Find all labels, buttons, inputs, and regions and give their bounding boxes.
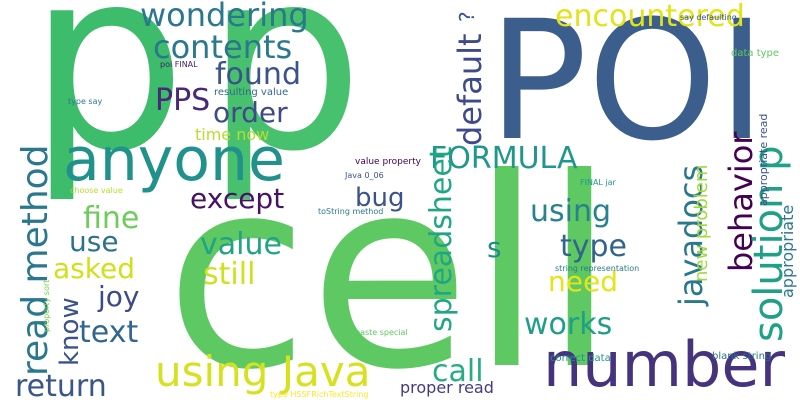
word: value property	[355, 157, 422, 167]
word: joy	[97, 280, 139, 313]
word: solution p	[746, 145, 792, 342]
word: correct data	[550, 353, 611, 364]
word: paste special	[355, 328, 408, 337]
word: data type	[731, 48, 779, 59]
word: using Java	[155, 347, 371, 396]
word: bug	[355, 183, 405, 213]
word: resulting value	[214, 87, 288, 98]
word: string representation	[555, 264, 639, 273]
word: property sort	[42, 280, 51, 332]
word: behavior	[722, 131, 760, 272]
word: poi FINAL	[160, 60, 198, 69]
word: number	[543, 328, 785, 400]
word: still	[203, 257, 255, 292]
word: anyone	[63, 125, 285, 195]
word: FORMULA	[430, 141, 578, 176]
word: new problem	[691, 165, 712, 282]
word: FINAL jar	[580, 178, 617, 187]
word: return	[15, 369, 107, 400]
word: fine	[83, 201, 139, 236]
word: need	[548, 265, 618, 298]
word: spreadsheet	[424, 146, 459, 332]
word: Java 0_06	[344, 171, 384, 180]
word: default	[451, 33, 489, 146]
word: except	[190, 182, 284, 215]
word: read method	[15, 144, 56, 376]
word: value	[200, 227, 282, 262]
word: cell	[165, 122, 616, 400]
word: p	[205, 0, 364, 206]
word: contents	[153, 28, 292, 66]
word: type HSSFRichTextString	[270, 390, 369, 399]
word: type say	[68, 97, 102, 106]
word: appropriate	[778, 205, 797, 298]
word: found	[215, 57, 301, 92]
word: text	[79, 315, 138, 350]
word: use	[69, 225, 119, 258]
word: proper read	[400, 378, 494, 397]
word: works	[524, 307, 612, 342]
word: say defaulting	[680, 13, 737, 22]
word: asked	[53, 252, 135, 285]
word: know	[55, 297, 85, 366]
word: time now	[195, 125, 269, 144]
word: wondering	[140, 0, 309, 34]
word: appropriate read	[757, 114, 770, 206]
word: PPS	[155, 83, 210, 118]
word: javadocs	[672, 165, 710, 307]
word: blank string	[712, 351, 771, 362]
word: POI	[488, 0, 766, 177]
word: toString method	[318, 207, 383, 216]
word: s	[487, 231, 502, 264]
word: using	[530, 194, 611, 229]
word: call	[432, 354, 484, 389]
word: type	[560, 229, 627, 264]
word: encountered	[555, 0, 745, 34]
word: choose value	[70, 186, 123, 195]
word: order	[213, 96, 288, 129]
word: p	[28, 0, 187, 206]
word: ?	[455, 11, 479, 22]
